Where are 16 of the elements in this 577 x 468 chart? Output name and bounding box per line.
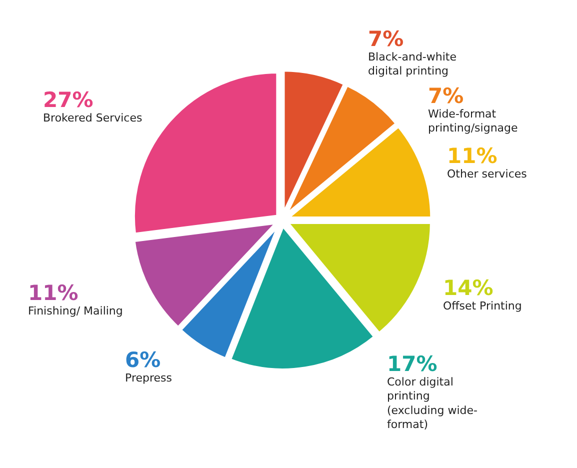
data-label: 14% xyxy=(443,276,494,300)
slice-label: Other services xyxy=(447,167,528,180)
data-label: 7% xyxy=(368,27,404,51)
data-label: 27% xyxy=(43,88,94,112)
slice-label: Brokered Services xyxy=(43,111,142,124)
data-label: 6% xyxy=(125,348,161,372)
slice-label: Wide-format printing/signage xyxy=(428,107,518,135)
slice-label: Offset Printing xyxy=(443,299,522,312)
data-label: 11% xyxy=(447,144,498,168)
data-label: 11% xyxy=(28,281,78,305)
slice-label: Finishing/ Mailing xyxy=(28,304,123,318)
slice-label: Color digital printing (excluding wide-format) xyxy=(387,375,478,432)
slice-label: Black-and-white digital printing xyxy=(368,50,457,78)
slice-label: Prepress xyxy=(125,371,172,384)
data-label: 17% xyxy=(387,352,438,376)
data-label: 7% xyxy=(428,84,464,108)
